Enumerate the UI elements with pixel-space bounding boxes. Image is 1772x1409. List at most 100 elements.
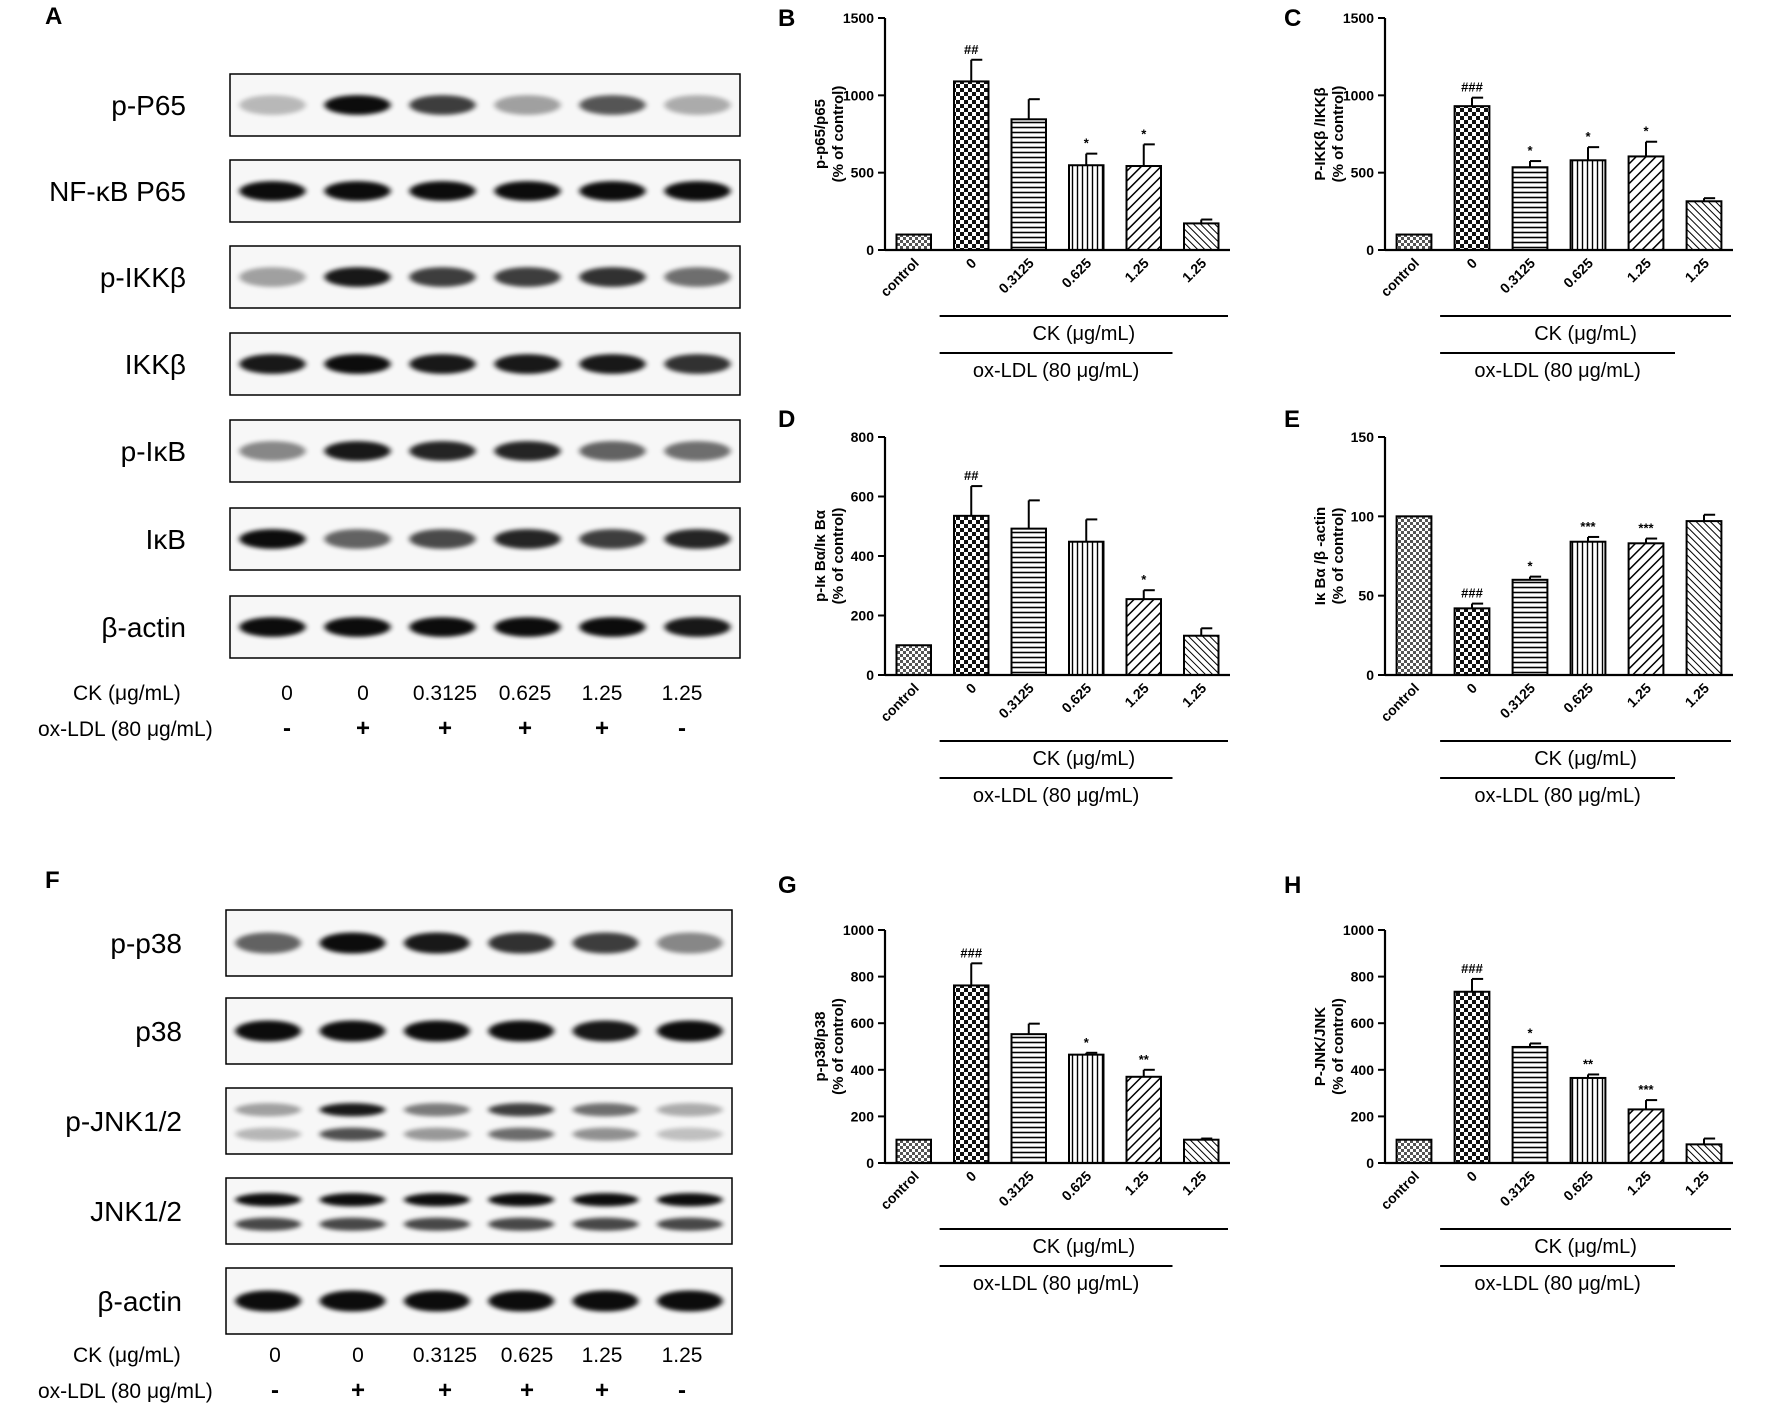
blot-band xyxy=(403,1127,470,1141)
blot-band xyxy=(579,441,646,461)
bar xyxy=(1569,540,1607,676)
blot-band xyxy=(664,95,731,115)
category-label: 0.3125 xyxy=(995,680,1037,722)
blot-row-label: p38 xyxy=(135,1016,182,1047)
ck-condition-label: CK (μg/mL) xyxy=(73,682,181,705)
ck-value: 0.625 xyxy=(501,1344,554,1367)
category-label: control xyxy=(877,255,922,300)
oxldl-group-label: ox-LDL (80 μg/mL) xyxy=(1474,1273,1640,1295)
bar-group: ** 1.25 xyxy=(1121,1052,1162,1198)
ck-value: 0 xyxy=(352,1344,364,1367)
category-label: 1.25 xyxy=(1179,1168,1210,1199)
category-label: 0 xyxy=(1463,1168,1480,1185)
blot-band xyxy=(664,529,731,549)
bar-group: ** 0.625 xyxy=(1560,1056,1607,1204)
y-tick-label: 0 xyxy=(866,1155,874,1171)
blot-band xyxy=(403,932,470,954)
y-tick-label: 0 xyxy=(1366,667,1374,683)
blot-band xyxy=(319,1217,386,1231)
blot-band xyxy=(409,354,476,374)
blot-band xyxy=(403,1193,470,1207)
bar-group: * 1.25 xyxy=(1624,124,1665,285)
significance-mark: * xyxy=(1585,129,1591,144)
bar xyxy=(895,644,932,676)
blot-band xyxy=(239,267,306,287)
y-tick-label: 1000 xyxy=(1343,87,1374,103)
bar xyxy=(1627,155,1665,251)
significance-mark: * xyxy=(1084,136,1090,151)
significance-mark: * xyxy=(1141,572,1147,587)
bar-group: ## 0 xyxy=(953,468,990,697)
bar-group: 1.25 xyxy=(1179,627,1220,710)
oxldl-group-label: ox-LDL (80 μg/mL) xyxy=(1474,360,1640,382)
blot-band xyxy=(409,617,476,637)
y-axis-label: p-Iκ Bα/Iκ Bα xyxy=(812,509,829,602)
blot-band xyxy=(664,181,731,201)
blot-row: p38 xyxy=(135,997,733,1065)
bar-group: *** 1.25 xyxy=(1624,521,1665,710)
bar-group: 1.25 xyxy=(1682,1137,1723,1198)
blot-band xyxy=(239,441,306,461)
blot-row-label: p-P65 xyxy=(111,90,186,121)
ck-value: 0.625 xyxy=(499,682,552,705)
blot-band xyxy=(494,529,561,549)
category-label: 1.25 xyxy=(1121,255,1152,286)
oxldl-condition-label: ox-LDL (80 μg/mL) xyxy=(38,718,213,741)
blot-band xyxy=(409,95,476,115)
blot-band xyxy=(656,1020,723,1042)
blot-row-label: p-p38 xyxy=(110,928,182,959)
category-label: 0.625 xyxy=(1058,1168,1094,1204)
ck-group-label: CK (μg/mL) xyxy=(1032,1236,1135,1258)
blot-strip xyxy=(229,419,741,483)
bar-chart-G: G 0 200 400 600 800 1000 p-p38/p38 (% of control… xyxy=(778,872,1230,1295)
blot-band xyxy=(656,1217,723,1231)
blot-row: p-IκB xyxy=(121,419,741,483)
blot-band xyxy=(324,354,391,374)
blot-strip xyxy=(229,595,741,659)
bar-group: * 1.25 xyxy=(1121,572,1162,710)
blot-band xyxy=(319,1290,386,1312)
blot-row: NF-κB P65 xyxy=(49,159,741,223)
significance-mark: ### xyxy=(960,945,982,960)
blot-band xyxy=(319,1193,386,1207)
blot-band xyxy=(409,267,476,287)
blot-band xyxy=(488,1020,555,1042)
bar-group: * 0.3125 xyxy=(1497,559,1549,721)
blot-row: p-JNK1/2 xyxy=(65,1087,733,1155)
bar-group: * 0.625 xyxy=(1560,129,1607,291)
blot-band xyxy=(235,1193,302,1207)
blot-band xyxy=(494,441,561,461)
bar xyxy=(895,1138,932,1164)
blot-band xyxy=(235,1020,302,1042)
significance-mark: *** xyxy=(1580,519,1596,534)
bar xyxy=(1183,222,1220,252)
category-label: 1.25 xyxy=(1179,255,1210,286)
ck-group-label: CK (μg/mL) xyxy=(1032,323,1135,345)
y-tick-label: 1500 xyxy=(1343,10,1374,26)
category-label: control xyxy=(1377,680,1422,725)
blot-band xyxy=(239,617,306,637)
category-label: control xyxy=(877,1168,922,1213)
bar xyxy=(1511,1045,1549,1164)
bar xyxy=(1395,1138,1433,1164)
category-label: 0 xyxy=(1463,255,1480,272)
oxldl-value: + xyxy=(520,1377,534,1404)
oxldl-value: + xyxy=(356,715,370,742)
bar xyxy=(1569,159,1607,251)
blot-band xyxy=(488,1127,555,1141)
significance-mark: * xyxy=(1527,559,1533,574)
blot-strip xyxy=(229,245,741,309)
bar xyxy=(1183,1138,1220,1164)
blot-band xyxy=(403,1020,470,1042)
blot-row-label: JNK1/2 xyxy=(90,1196,182,1227)
ck-value: 0 xyxy=(269,1344,281,1367)
y-axis-label: p-p65/p65 xyxy=(812,99,829,169)
blot-band xyxy=(494,95,561,115)
ck-value: 0.3125 xyxy=(413,682,477,705)
significance-mark: * xyxy=(1527,143,1533,158)
blot-band xyxy=(664,441,731,461)
bar xyxy=(1125,1075,1162,1165)
blot-row-label: p-IKKβ xyxy=(100,262,186,293)
blot-band xyxy=(664,617,731,637)
